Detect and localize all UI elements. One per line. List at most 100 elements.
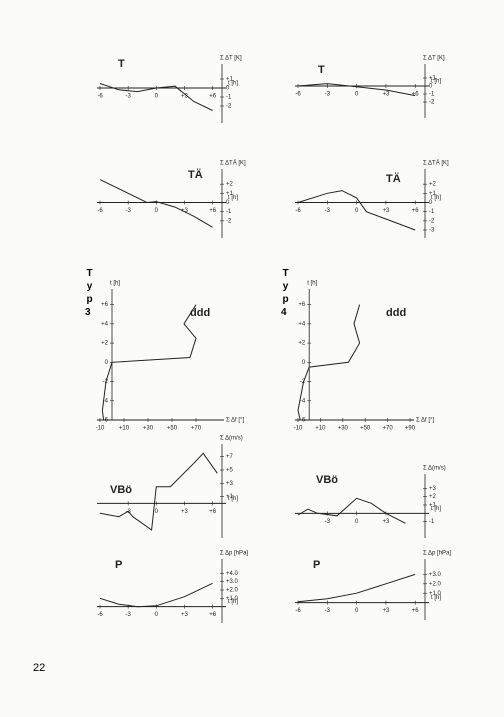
x-tick-label: -6 <box>295 208 301 214</box>
page-number: 22 <box>33 662 46 674</box>
y-tick-label: +7 <box>226 454 234 460</box>
x-tick-label: +6 <box>412 92 420 98</box>
x-tick-label: -3 <box>325 92 331 98</box>
y-tick-label: 0 <box>226 200 230 206</box>
x-tick-label: -6 <box>97 94 103 100</box>
y-tick-label: 0 <box>429 84 433 90</box>
data-line <box>297 573 416 603</box>
type-word: Typ <box>280 268 291 307</box>
data-line <box>99 179 213 228</box>
x-tick-label: +30 <box>338 426 349 432</box>
x-axis-label: t [h] <box>431 595 441 601</box>
y-tick-label: -2 <box>226 218 232 224</box>
x-tick-label: 0 <box>155 208 159 214</box>
x-tick-label: +3 <box>383 208 391 214</box>
data-line <box>297 497 406 524</box>
x-axis-label: t [h] <box>431 506 441 512</box>
y-tick-label: +1 <box>226 77 234 83</box>
y-tick-label: +5 <box>226 468 234 474</box>
x-tick-label: +90 <box>405 426 416 432</box>
y-tick-label: +1 <box>226 494 234 500</box>
x-tick-label: 0 <box>355 519 359 525</box>
y-tick-label: -1 <box>429 92 435 98</box>
y-tick-label: -2 <box>300 379 306 385</box>
y-axis-label: t [h] <box>110 281 120 287</box>
x-tick-label: +6 <box>209 94 217 100</box>
x-tick-label: +10 <box>119 426 130 432</box>
x-tick-label: +3 <box>181 612 189 618</box>
chart-title: T <box>318 64 325 76</box>
x-axis-label: t [h] <box>228 496 238 502</box>
x-axis-label: Σ Δf [°] <box>226 418 244 424</box>
y-tick-label: 0 <box>226 86 230 92</box>
y-tick-label: +1 <box>429 76 437 82</box>
y-axis-label: t [h] <box>307 281 317 287</box>
x-tick-label: -3 <box>125 612 131 618</box>
x-tick-label: -3 <box>325 208 331 214</box>
data-line <box>101 304 197 421</box>
x-tick-label: +3 <box>383 92 391 98</box>
y-tick-label: -2 <box>429 218 435 224</box>
chart-title: P <box>313 559 320 571</box>
y-axis-label: Σ ΔTÄ [K] <box>220 160 246 167</box>
x-tick-label: +70 <box>383 426 394 432</box>
y-tick-label: +4 <box>298 321 306 327</box>
y-tick-label: -6 <box>300 418 306 424</box>
x-tick-label: +6 <box>209 509 217 515</box>
y-tick-label: -2 <box>226 104 232 110</box>
chart-title: P <box>115 559 122 571</box>
chart-title: VBö <box>110 484 132 496</box>
x-axis-label: t [h] <box>228 81 238 87</box>
x-tick-label: 0 <box>355 208 359 214</box>
x-tick-label: +3 <box>181 94 189 100</box>
y-tick-label: -1 <box>226 95 232 101</box>
x-axis-label: t [h] <box>431 79 441 85</box>
y-tick-label: 0 <box>429 200 433 206</box>
y-tick-label: 0 <box>302 360 306 366</box>
y-tick-label: +3 <box>226 481 234 487</box>
x-tick-label: 0 <box>155 509 159 515</box>
type-number: 3 <box>85 307 91 318</box>
type-word: Typ <box>84 268 95 307</box>
x-tick-label: 0 <box>155 612 159 618</box>
x-tick-label: 0 <box>355 608 359 614</box>
y-tick-label: +2.0 <box>226 588 239 594</box>
y-tick-label: -1 <box>429 519 435 525</box>
y-tick-label: +2.0 <box>429 581 442 587</box>
y-tick-label: +2 <box>101 341 109 347</box>
x-tick-label: 0 <box>155 94 159 100</box>
x-tick-label: +3 <box>181 509 189 515</box>
y-tick-label: +4 <box>101 321 109 327</box>
y-tick-label: +6 <box>298 302 306 308</box>
x-axis-label: t [h] <box>228 599 238 605</box>
y-tick-label: +1.0 <box>226 596 239 602</box>
y-tick-label: -4 <box>103 398 109 404</box>
x-tick-label: +6 <box>412 208 420 214</box>
y-tick-label: +2 <box>429 494 437 500</box>
x-tick-label: -10 <box>96 426 105 432</box>
x-tick-label: +70 <box>191 426 202 432</box>
type-number: 4 <box>281 307 287 318</box>
y-tick-label: -3 <box>429 228 435 234</box>
data-line <box>99 83 213 111</box>
y-tick-label: +4.0 <box>226 571 239 577</box>
y-axis-label: Σ ΔT [K] <box>423 56 445 62</box>
y-tick-label: +1 <box>226 191 234 197</box>
y-tick-label: -2 <box>429 100 435 106</box>
y-tick-label: 0 <box>105 360 109 366</box>
x-tick-label: -3 <box>125 208 131 214</box>
y-axis-label: Σ Δ(m/s) <box>220 436 243 442</box>
x-axis-label: t [h] <box>228 195 238 201</box>
y-axis-label: Σ ΔT [K] <box>220 56 242 62</box>
y-tick-label: -6 <box>103 418 109 424</box>
y-axis-label: Σ ΔTÄ [K] <box>423 160 449 167</box>
x-tick-label: +50 <box>360 426 371 432</box>
y-tick-label: +1 <box>429 503 437 509</box>
y-tick-label: -1 <box>226 209 232 215</box>
x-tick-label: +6 <box>412 608 420 614</box>
x-tick-label: -6 <box>295 608 301 614</box>
y-axis-label: Σ Δp [hPa] <box>220 551 248 557</box>
y-axis-label: Σ Δ(m/s) <box>423 466 446 472</box>
